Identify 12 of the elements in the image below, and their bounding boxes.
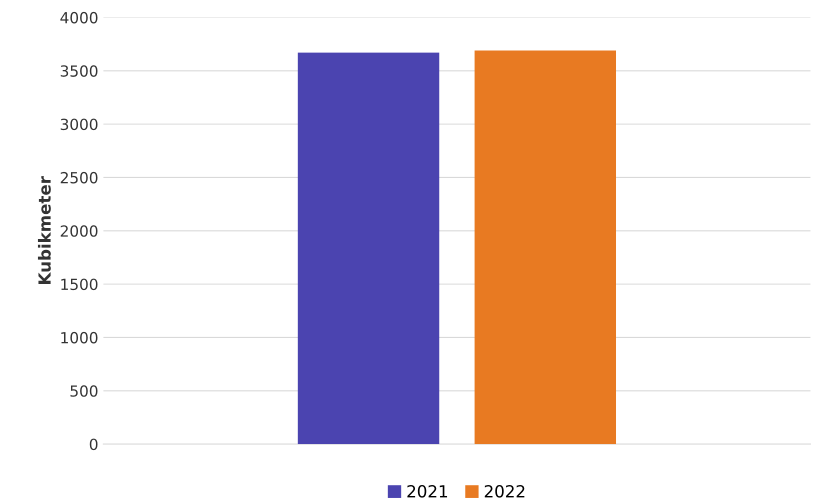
y-axis-title: Kubikmeter	[38, 176, 51, 284]
legend-label: 2022	[484, 485, 524, 498]
y-tick-label: 2500	[60, 172, 98, 184]
y-tick-label: 3500	[60, 65, 98, 77]
y-tick-label: 1000	[61, 332, 98, 344]
y-tick-label: 1500	[61, 278, 98, 290]
y-tick-label: 0	[90, 438, 98, 450]
y-tick-label: 4000	[60, 12, 98, 24]
legend-label: 2021	[407, 485, 448, 498]
y-tick-label: 500	[70, 385, 98, 397]
y-tick-label: 2000	[60, 225, 98, 237]
y-tick-label: 3000	[60, 118, 98, 130]
